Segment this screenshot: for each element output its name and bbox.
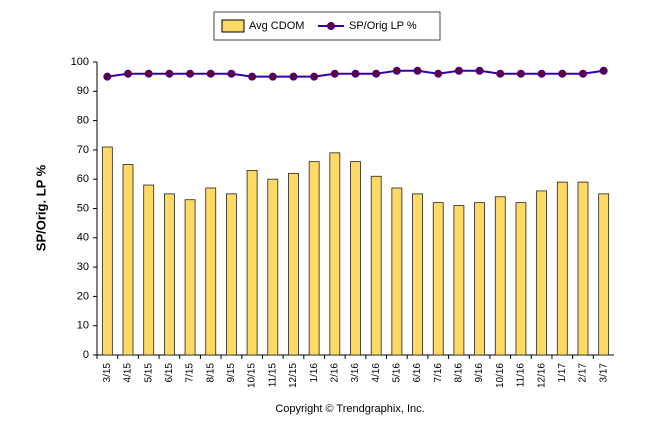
y-tick-label: 20: [77, 290, 89, 302]
line-marker: [599, 66, 608, 75]
bar: [308, 161, 320, 356]
bar: [598, 193, 610, 356]
bar: [329, 152, 341, 356]
line-marker: [103, 72, 112, 81]
x-tick-label: 3/17: [598, 363, 609, 383]
x-tick-label: 3/15: [102, 363, 113, 383]
x-tick-label: 5/15: [143, 363, 154, 383]
x-tick-label: 11/15: [267, 363, 278, 388]
x-tick-label: 2/16: [329, 363, 340, 383]
y-tick-label: 80: [77, 115, 89, 127]
line-marker: [578, 69, 587, 78]
line-marker: [206, 69, 215, 78]
y-axis-label: SP/Orig. LP %: [33, 164, 48, 251]
line-marker: [434, 69, 443, 78]
bar: [288, 172, 299, 356]
legend-swatch: [221, 19, 245, 33]
line-marker: [289, 72, 298, 81]
x-tick-label: 8/15: [205, 363, 216, 383]
bar: [246, 170, 258, 356]
x-tick-label: 2/17: [578, 363, 589, 383]
bar: [184, 199, 196, 356]
line-marker: [310, 72, 319, 81]
legend-label: Avg CDOM: [249, 20, 304, 32]
line-marker: [330, 69, 339, 78]
x-tick-label: 12/15: [288, 363, 299, 388]
x-tick-label: 6/15: [164, 363, 175, 383]
y-tick-label: 100: [71, 56, 89, 68]
bar: [101, 146, 113, 356]
bar: [205, 187, 217, 356]
y-tick-label: 30: [77, 261, 89, 273]
x-tick-label: 10/15: [247, 363, 258, 388]
y-tick-label: 10: [77, 320, 89, 332]
footer: Copyright © Trendgraphix, Inc.: [275, 403, 424, 415]
bar: [577, 181, 589, 356]
line-marker: [558, 69, 567, 78]
legend-label: SP/Orig LP %: [349, 20, 417, 32]
x-tick-label: 9/16: [474, 363, 485, 383]
line-marker: [372, 69, 381, 78]
bar: [515, 202, 527, 356]
line-marker: [475, 66, 484, 75]
x-tick-label: 1/17: [557, 363, 568, 383]
line-marker: [186, 69, 195, 78]
y-tick-label: 0: [83, 349, 89, 361]
bar: [432, 202, 444, 356]
bar: [556, 181, 568, 356]
x-tick-label: 9/15: [226, 363, 237, 383]
line-marker: [537, 69, 546, 78]
line-marker: [144, 69, 153, 78]
bar: [267, 178, 279, 356]
x-tick-label: 10/16: [495, 363, 506, 388]
x-tick-label: 1/16: [309, 363, 320, 383]
y-tick-label: 70: [77, 144, 89, 156]
legend-marker: [327, 22, 335, 30]
line-marker: [248, 72, 257, 81]
bar: [122, 164, 134, 356]
y-tick-label: 90: [77, 85, 89, 97]
x-tick-label: 7/15: [185, 363, 196, 383]
bar: [163, 193, 175, 356]
line-marker: [516, 69, 525, 78]
bar: [370, 175, 382, 356]
x-tick-label: 6/16: [412, 363, 423, 383]
bar: [474, 202, 485, 356]
line-marker: [392, 66, 401, 75]
bar: [226, 193, 237, 356]
bar: [143, 184, 155, 356]
bar: [391, 187, 403, 356]
x-tick-label: 5/16: [392, 363, 403, 383]
line-marker: [454, 66, 463, 75]
x-tick-label: 3/16: [350, 363, 361, 383]
line-marker: [124, 69, 133, 78]
bar: [453, 205, 465, 356]
x-tick-label: 12/16: [536, 363, 547, 388]
y-tick-label: 60: [77, 173, 89, 185]
bar: [350, 161, 361, 356]
x-tick-label: 7/16: [433, 363, 444, 383]
line-marker: [413, 66, 422, 75]
y-tick-label: 40: [77, 232, 89, 244]
x-tick-label: 4/15: [123, 363, 134, 383]
line-marker: [268, 72, 277, 81]
bar: [412, 193, 423, 356]
line-marker: [165, 69, 174, 78]
y-tick-label: 50: [77, 202, 89, 214]
x-tick-label: 11/16: [516, 363, 527, 388]
bar: [536, 190, 548, 356]
line-marker: [227, 69, 236, 78]
bar: [494, 196, 506, 356]
x-tick-label: 4/16: [371, 363, 382, 383]
line-marker: [496, 69, 505, 78]
line-marker: [351, 69, 360, 78]
x-tick-label: 8/16: [454, 363, 465, 383]
